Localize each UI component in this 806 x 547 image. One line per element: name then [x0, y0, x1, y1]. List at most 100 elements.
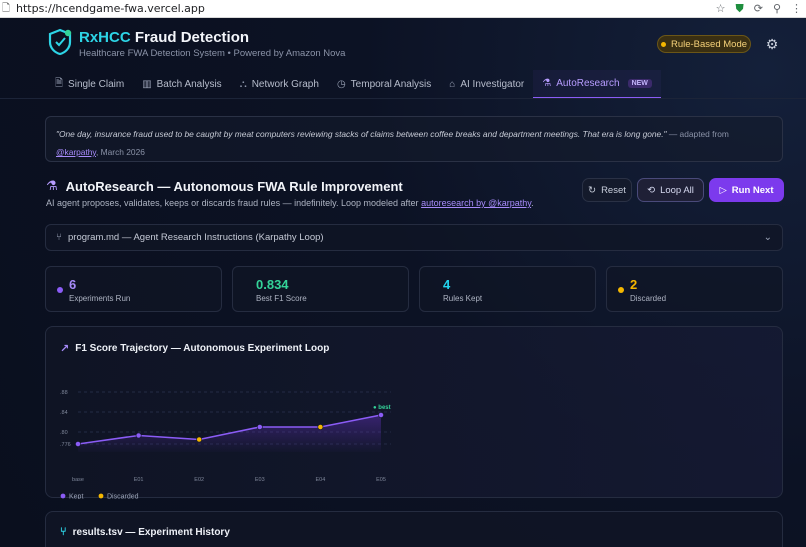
- page-title: AutoResearch — Autonomous FWA Rule Impro…: [65, 178, 403, 194]
- git-branch-icon: ⑂: [60, 526, 67, 538]
- tab-ai-investigator[interactable]: ⌂ AI Investigator: [440, 70, 533, 98]
- series-line: [77, 414, 382, 445]
- mode-label: Rule-Based Mode: [670, 38, 748, 50]
- stat-label: Discarded: [630, 294, 667, 303]
- stat-card-experiments: 6 Experiments Run: [45, 266, 222, 312]
- quote-text: "One day, insurance fraud used to be cau…: [56, 129, 667, 139]
- program-md-label: program.md — Agent Research Instructions…: [68, 232, 324, 243]
- y-tick-label: .776: [60, 442, 71, 448]
- x-tick-label: E01: [134, 477, 144, 483]
- refresh-extension-icon[interactable]: ⟳: [753, 3, 763, 15]
- stat-value: 4: [443, 277, 451, 292]
- loop-all-button[interactable]: ⟲ Loop All: [637, 178, 704, 202]
- autoresearch-heading: ⚗ AutoResearch — Autonomous FWA Rule Imp…: [46, 178, 403, 194]
- tab-label: Single Claim: [68, 78, 125, 90]
- autoresearch-description: AI agent proposes, validates, keeps or d…: [46, 198, 534, 208]
- x-tick-label: base: [72, 477, 84, 483]
- program-md-accordion[interactable]: ⑂ program.md — Agent Research Instructio…: [45, 224, 783, 251]
- app-title: RxHCC Fraud Detection: [79, 29, 249, 46]
- tab-label: Temporal Analysis: [350, 78, 432, 90]
- data-point: [317, 424, 324, 430]
- description-suffix: .: [531, 198, 534, 208]
- tab-label: AI Investigator: [460, 78, 525, 90]
- run-next-button[interactable]: ▷ Run Next: [709, 178, 784, 202]
- mode-status-dot: [660, 41, 666, 47]
- flask-icon: ⚗: [542, 78, 552, 89]
- chevron-down-icon[interactable]: ⌄: [763, 232, 772, 243]
- brand-accent: RxHCC: [79, 29, 131, 46]
- tab-label: Batch Analysis: [156, 78, 222, 90]
- trending-up-icon: ↗: [60, 343, 70, 355]
- y-tick-label: .80: [60, 430, 68, 436]
- x-tick-label: E05: [376, 477, 386, 483]
- document-icon: 🗎: [55, 77, 64, 89]
- results-title: results.tsv — Experiment History: [72, 526, 230, 538]
- best-label: ● best: [373, 405, 391, 411]
- stat-card-rules-kept: 4 Rules Kept: [419, 266, 596, 312]
- description-text: AI agent proposes, validates, keeps or d…: [46, 198, 419, 208]
- legend-swatch: [60, 493, 66, 499]
- quote-attribution: — adapted from: [668, 129, 729, 139]
- mode-badge[interactable]: Rule-Based Mode: [657, 35, 751, 53]
- author-link[interactable]: @karpathy: [56, 147, 97, 157]
- tab-temporal-analysis[interactable]: ◷ Temporal Analysis: [328, 70, 440, 98]
- run-next-label: Run Next: [731, 184, 774, 196]
- url-text[interactable]: https://hcendgame-fwa.vercel.app: [16, 2, 205, 15]
- brand-rest: Fraud Detection: [134, 29, 250, 46]
- flask-icon: ⚗: [46, 178, 58, 193]
- quote-banner: "One day, insurance fraud used to be cau…: [45, 116, 783, 162]
- tab-autoresearch[interactable]: ⚗ AutoResearch NEW: [533, 70, 661, 98]
- extensions-icon[interactable]: ⚲: [772, 3, 781, 15]
- quote-date: , March 2026: [96, 147, 145, 157]
- refresh-icon: ↻: [588, 184, 597, 196]
- settings-button[interactable]: ⚙: [761, 33, 783, 55]
- app-root: RxHCC Fraud Detection Healthcare FWA Det…: [0, 18, 806, 547]
- tab-label: AutoResearch: [556, 78, 620, 89]
- discarded-dot: [618, 287, 624, 293]
- stat-label: Rules Kept: [443, 294, 483, 303]
- autoresearch-link[interactable]: autoresearch by @karpathy: [421, 198, 532, 208]
- tab-single-claim[interactable]: 🗎 Single Claim: [46, 70, 133, 98]
- robot-icon: ⌂: [449, 78, 456, 90]
- stat-value: 6: [69, 277, 77, 292]
- stat-value: 2: [630, 277, 638, 292]
- x-tick-label: E03: [255, 477, 265, 483]
- data-point: [75, 441, 81, 447]
- bookmark-star-icon[interactable]: ☆: [715, 3, 726, 15]
- legend-label: Discarded: [107, 494, 139, 500]
- chart-title: F1 Score Trajectory — Autonomous Experim…: [75, 343, 330, 354]
- f1-chart-card: ↗ F1 Score Trajectory — Autonomous Exper…: [45, 326, 783, 500]
- data-point: [378, 412, 384, 418]
- f1-line-chart: .776 .80 .84 .88 base E01 E02 E03 E04 E05 ● best Ke…: [60, 390, 391, 500]
- data-point: [135, 432, 142, 439]
- data-point: [256, 424, 263, 430]
- browser-toolbar-icons: ☆ ⛊ ⟳ ⚲ ⋮: [716, 2, 802, 16]
- shield-logo-icon: [48, 28, 72, 56]
- chart-heading: ↗ F1 Score Trajectory — Autonomous Exper…: [60, 342, 329, 355]
- menu-icon[interactable]: ⋮: [791, 3, 802, 15]
- play-icon: ▷: [719, 184, 727, 196]
- page-info-icon[interactable]: 🗋: [1, 2, 11, 14]
- results-heading: ⑂ results.tsv — Experiment History: [60, 526, 230, 538]
- loop-icon: ⟲: [647, 184, 656, 196]
- x-tick-label: E04: [316, 477, 326, 483]
- results-card: ⑂ results.tsv — Experiment History: [45, 511, 783, 547]
- new-badge: NEW: [627, 79, 652, 88]
- browser-address-bar: 🗋 https://hcendgame-fwa.vercel.app ☆ ⛊ ⟳…: [0, 0, 806, 18]
- x-tick-label: E02: [194, 477, 204, 483]
- app-subtitle: Healthcare FWA Detection System • Powere…: [79, 48, 346, 59]
- tabs-divider: [0, 98, 806, 99]
- reset-button[interactable]: ↻ Reset: [582, 178, 632, 202]
- git-branch-icon: ⑂: [56, 232, 62, 243]
- stat-value: 0.834: [256, 277, 289, 292]
- shield-extension-icon[interactable]: ⛊: [735, 3, 744, 15]
- y-tick-label: .88: [60, 390, 68, 396]
- tab-label: Network Graph: [251, 78, 319, 90]
- stat-label: Experiments Run: [69, 294, 131, 303]
- stat-card-best-f1: 0.834 Best F1 Score: [232, 266, 409, 312]
- clock-icon: ◷: [336, 78, 346, 90]
- reset-label: Reset: [601, 184, 626, 196]
- main-tabs: 🗎 Single Claim ▥ Batch Analysis ⛬ Networ…: [46, 70, 661, 98]
- tab-network-graph[interactable]: ⛬ Network Graph: [231, 70, 328, 98]
- tab-batch-analysis[interactable]: ▥ Batch Analysis: [133, 70, 231, 98]
